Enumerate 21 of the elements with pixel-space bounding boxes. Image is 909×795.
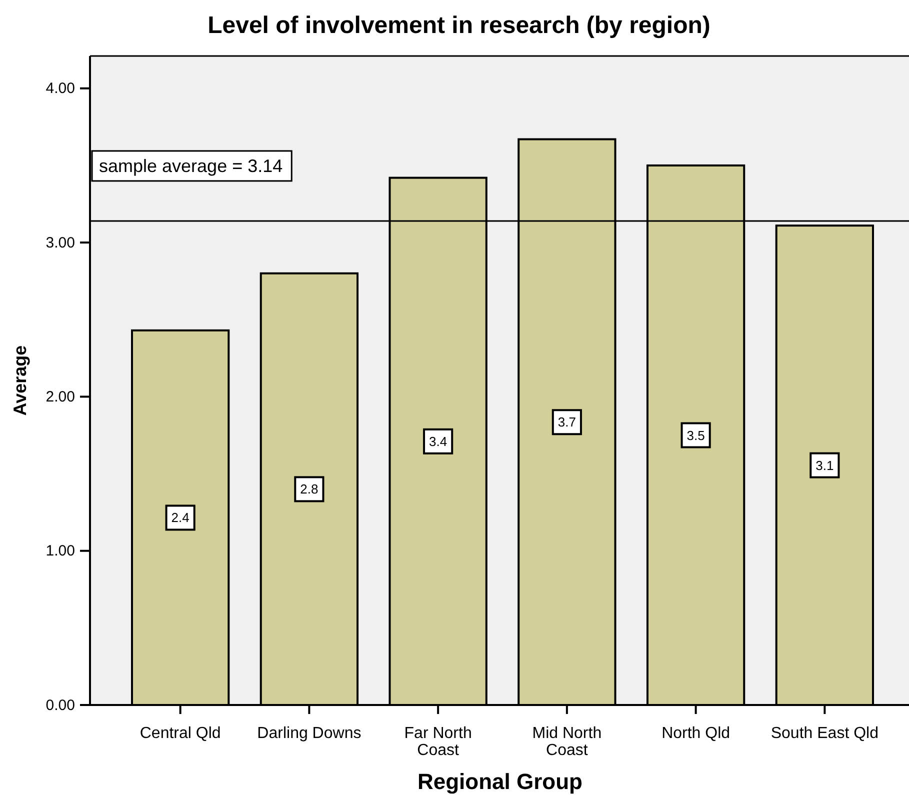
x-tick-label: Far North Coast [404, 725, 472, 759]
data-label: 3.5 [686, 428, 705, 443]
x-tick-label: Central Qld [140, 725, 221, 742]
x-tick-label: South East Qld [770, 725, 878, 742]
ref-line-label: sample average = 3.14 [99, 156, 283, 176]
chart-title: Level of involvement in research (by region) [208, 12, 710, 39]
y-axis-title: Average [10, 345, 30, 416]
data-label: 3.7 [558, 414, 576, 430]
data-label: 2.8 [300, 482, 318, 497]
data-label: 3.1 [816, 458, 834, 473]
x-tick-label: Darling Downs [257, 725, 362, 742]
x-axis-title: Regional Group [418, 769, 582, 794]
y-tick-label: 1.00 [46, 542, 75, 560]
y-tick-label: 3.00 [46, 234, 75, 252]
y-tick-label: 2.00 [46, 388, 75, 406]
data-label: 3.4 [429, 434, 448, 449]
y-tick-label: 4.00 [46, 80, 75, 98]
data-label: 2.4 [171, 510, 190, 526]
x-tick-label: North Qld [662, 725, 730, 742]
x-tick-label: Mid North Coast [532, 725, 602, 759]
y-tick-label: 0.00 [46, 696, 75, 714]
